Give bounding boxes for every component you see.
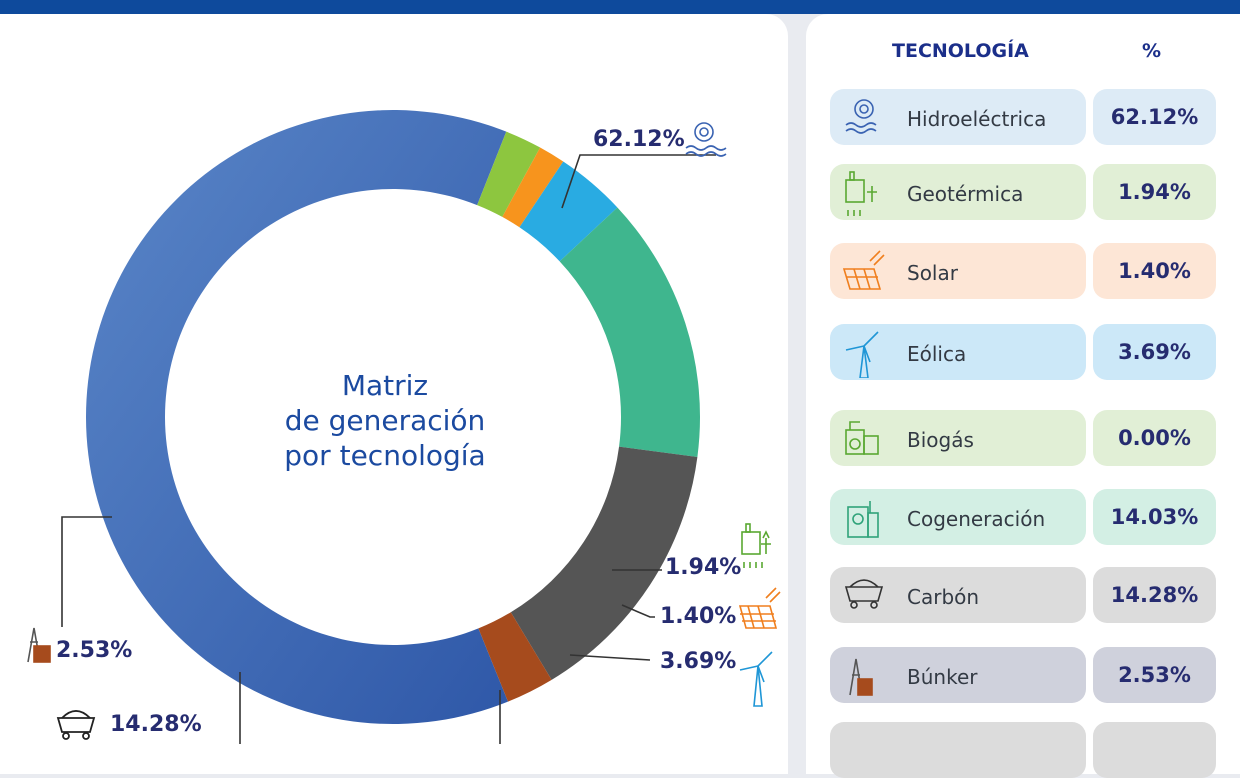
table-row-eolica: Eólica [830, 324, 1086, 380]
data-label-geotermica: 1.94% [665, 555, 742, 580]
biogas-icon [845, 421, 879, 455]
row-percent: 1.40% [1118, 259, 1191, 283]
data-label-carbon: 14.28% [110, 712, 202, 737]
data-label-eolica: 3.69% [660, 649, 737, 674]
donut-chart [27, 109, 781, 744]
table-row-partial [830, 722, 1086, 778]
table-row-hidroelectrica: Hidroeléctrica [830, 89, 1086, 145]
row-label: Solar [907, 261, 958, 285]
row-percent: 14.03% [1110, 505, 1199, 529]
row-label: Geotérmica [907, 182, 1024, 206]
bunker-icon [27, 627, 51, 663]
table-row-pct-cogeneracion: 14.03% [1093, 489, 1216, 545]
hydro-icon [845, 99, 877, 134]
data-label-bunker: 2.53% [56, 638, 133, 663]
row-label: Búnker [907, 665, 978, 689]
solar-panel-icon [738, 587, 781, 629]
row-percent: 2.53% [1118, 663, 1191, 687]
table-row-cogeneracion: Cogeneración [830, 489, 1086, 545]
geothermal-icon [845, 171, 877, 216]
title-line-2: de generación [284, 404, 486, 437]
table-row-bunker: Búnker [830, 647, 1086, 703]
slice-geotermica [477, 131, 541, 217]
row-percent: 62.12% [1110, 105, 1199, 129]
table-row-carbon: Carbón [830, 567, 1086, 623]
table-row-solar: Solar [830, 243, 1086, 299]
table-row-pct-bunker: 2.53% [1093, 647, 1216, 703]
table-header-technology: TECNOLOGÍA [892, 40, 1029, 62]
slice-carbon [510, 446, 698, 680]
slice-solar [502, 147, 564, 228]
table-row-pct-carbon: 14.28% [1093, 567, 1216, 623]
row-label: Carbón [907, 585, 980, 609]
title-line-1: Matriz [341, 369, 429, 402]
table-row-pct-hidroelectrica: 62.12% [1093, 89, 1216, 145]
table-row-partial-pct [1093, 722, 1216, 778]
data-label-solar: 1.40% [660, 604, 737, 629]
table-row-pct-solar: 1.40% [1093, 243, 1216, 299]
leader-hidroelectrica [561, 154, 716, 209]
coal-cart-icon [56, 710, 96, 740]
slice-eolica [519, 161, 618, 262]
geothermal-icon [741, 523, 771, 568]
row-label: Cogeneración [907, 507, 1046, 531]
row-percent: 3.69% [1118, 340, 1191, 364]
cogeneration-icon [847, 501, 879, 538]
row-label: Biogás [907, 428, 974, 452]
table-row-pct-geotermica: 1.94% [1093, 164, 1216, 220]
table-row-biogas: Biogás [830, 410, 1086, 466]
row-percent: 1.94% [1118, 180, 1191, 204]
wind-turbine-icon [739, 651, 773, 707]
row-label: Eólica [907, 342, 967, 366]
chart-title: Matriz de generación por tecnología [235, 368, 535, 473]
row-percent: 14.28% [1110, 583, 1199, 607]
row-label: Hidroeléctrica [907, 107, 1047, 131]
wind-turbine-icon [845, 331, 879, 378]
coal-cart-icon [844, 579, 884, 609]
slice-hidroelectrica [85, 109, 509, 724]
table-row-geotermica: Geotérmica [830, 164, 1086, 220]
table-row-pct-biogas: 0.00% [1093, 410, 1216, 466]
slice-cogeneracion [559, 207, 700, 457]
solar-panel-icon [842, 250, 885, 290]
leader-solar [621, 604, 655, 618]
table-row-pct-eolica: 3.69% [1093, 324, 1216, 380]
bunker-icon [849, 658, 873, 696]
table-header-percent: % [1142, 40, 1162, 62]
row-percent: 0.00% [1118, 426, 1191, 450]
leader-eolica [569, 654, 651, 661]
hydro-icon [685, 122, 727, 157]
top-bar [0, 0, 1240, 14]
data-label-hidroelectrica: 62.12% [593, 127, 685, 152]
leader-bunker [61, 516, 112, 627]
slice-bunker [478, 612, 552, 702]
title-line-3: por tecnología [284, 439, 486, 472]
